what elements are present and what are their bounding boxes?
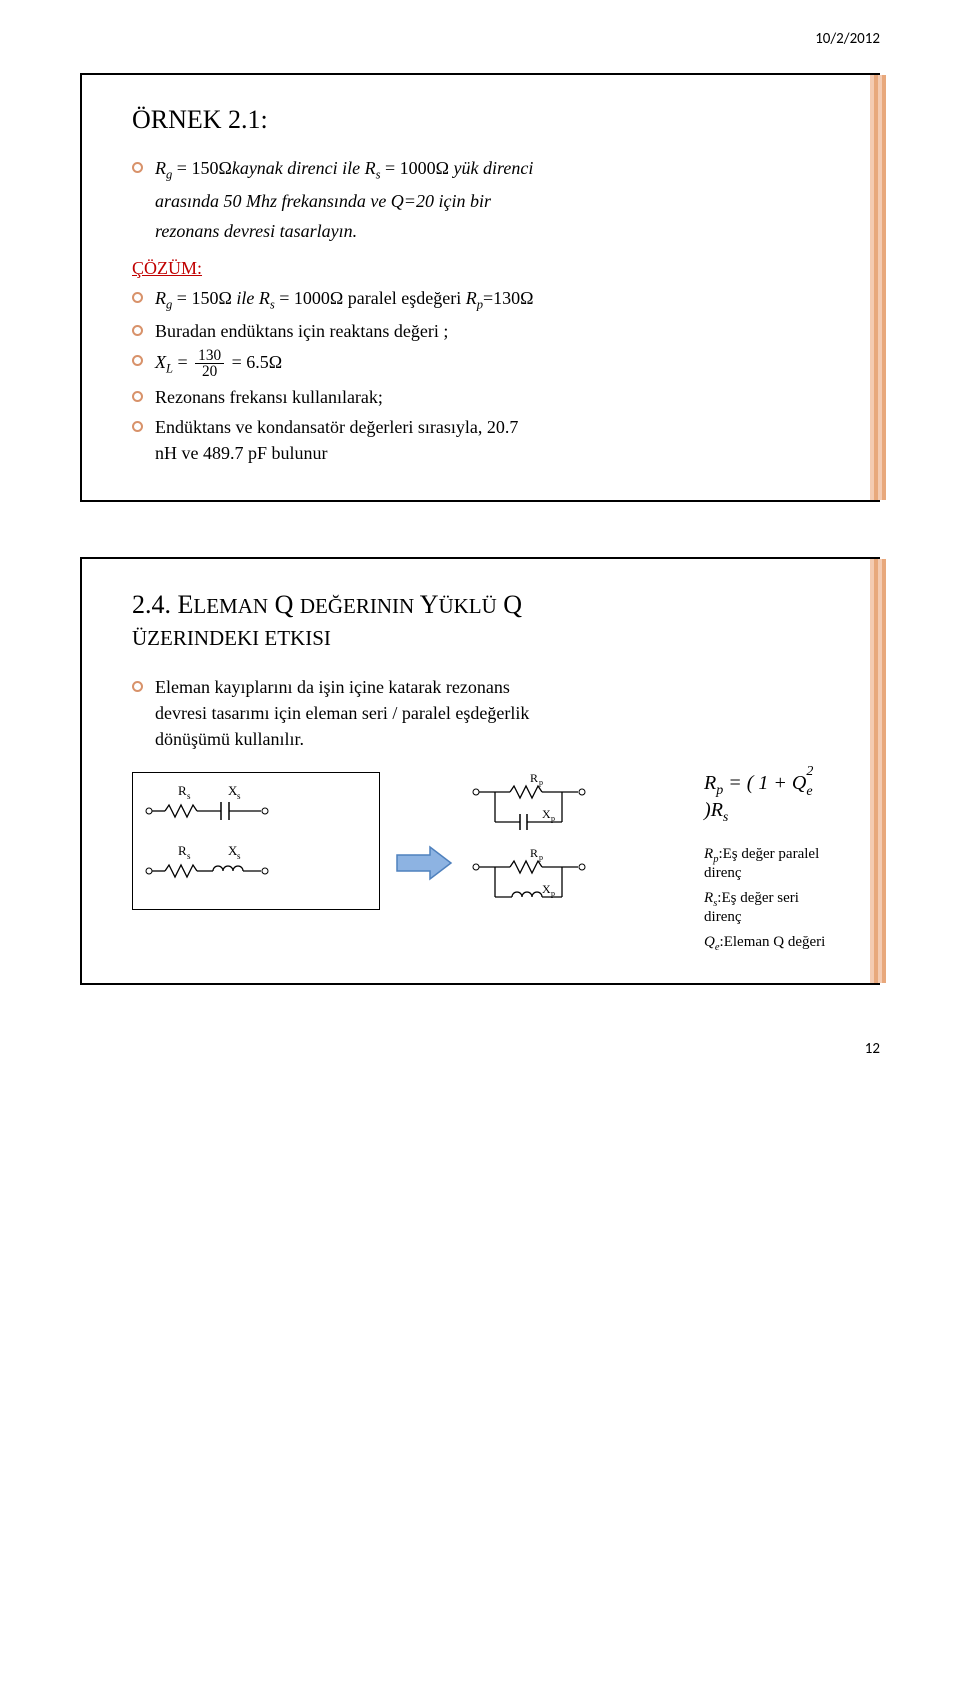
- svg-text:X: X: [542, 882, 551, 896]
- sym: X: [155, 352, 166, 372]
- slide1-line3: rezonans devresi tasarlayın.: [155, 218, 838, 244]
- slide1-title: ÖRNEK 2.1:: [132, 105, 838, 135]
- slide2-title: 2.4. ELEMAN Q DEĞERININ YÜKLÜ Q ÜZERINDE…: [132, 589, 838, 654]
- date-header: 10/2/2012: [80, 30, 880, 48]
- series-circuit-inductor-icon: Rs Xs: [143, 841, 273, 896]
- txt: = 150Ω: [172, 288, 236, 308]
- sym: Q: [704, 934, 715, 950]
- txt: Buradan endüktans için reaktans değeri ;: [155, 318, 838, 344]
- note-rs: Rs:Eş değer seri direnç: [704, 890, 838, 926]
- svg-text:s: s: [237, 791, 241, 801]
- txt: Eleman kayıplarını da işin içine katarak…: [155, 677, 510, 697]
- note-rp: Rp:Eş değer paralel direnç: [704, 846, 838, 882]
- series-circuit-capacitor-icon: Rs Xs: [143, 781, 273, 836]
- cozum-label: ÇÖZÜM:: [132, 258, 838, 279]
- note-qe: Qe:Eleman Q değeri: [704, 934, 838, 953]
- cozum-line5: Endüktans ve kondansatör değerleri sıras…: [132, 414, 838, 466]
- txt: eşdeğeri: [401, 288, 465, 308]
- sym: R: [155, 288, 166, 308]
- accent-bar: [870, 559, 890, 983]
- sym: R: [466, 288, 477, 308]
- txt: ile R: [236, 288, 270, 308]
- cozum-line2: Buradan endüktans için reaktans değeri ;: [132, 318, 838, 344]
- sub: L: [166, 361, 173, 375]
- svg-text:R: R: [178, 843, 187, 858]
- cozum-line1: Rg = 150Ω ile Rs = 1000Ω paralel eşdeğer…: [132, 285, 838, 314]
- t: ÜZERINDEKI ETKISI: [132, 626, 331, 650]
- page: 10/2/2012 ÖRNEK 2.1: Rg = 150Ωkaynak dir…: [0, 0, 960, 1098]
- page-number: 12: [80, 1040, 880, 1058]
- cozum-line3: XL = 13020 = 6.5Ω: [132, 348, 838, 380]
- fraction: 13020: [195, 348, 224, 380]
- line-content: Rg = 150Ω ile Rs = 1000Ω paralel eşdeğer…: [155, 285, 838, 314]
- slide-section-2-4: 2.4. ELEMAN Q DEĞERININ YÜKLÜ Q ÜZERINDE…: [80, 557, 880, 985]
- svg-text:s: s: [237, 851, 241, 861]
- svg-text:s: s: [187, 791, 191, 801]
- parallel-circuits: Rp Xp Rp: [470, 772, 679, 922]
- svg-text:p: p: [539, 778, 543, 787]
- diagram-and-formula-row: Rs Xs Rs Xs: [132, 772, 838, 953]
- t: ÜKLÜ: [438, 594, 496, 618]
- bullet-ring-icon: [132, 421, 143, 432]
- bullet-ring-icon: [132, 162, 143, 173]
- bullet-ring-icon: [132, 391, 143, 402]
- bullet-ring-icon: [132, 681, 143, 692]
- line-content: Eleman kayıplarını da işin içine katarak…: [155, 674, 838, 752]
- parallel-circuit-inductor-icon: Rp Xp: [470, 847, 590, 917]
- t: DEĞERININ: [300, 594, 414, 618]
- svg-text:s: s: [187, 851, 191, 861]
- arrow-right-icon: [395, 843, 455, 883]
- slide1-title-text: ÖRNEK 2.1:: [132, 105, 268, 134]
- txt: rezonans devresi tasarlayın.: [155, 218, 838, 244]
- sym: R: [704, 890, 713, 906]
- txt: = 150Ω: [172, 158, 232, 178]
- numerator: 130: [195, 348, 224, 364]
- txt: :Eş değer paralel direnç: [704, 846, 819, 881]
- txt: nH ve 489.7 pF bulunur: [155, 443, 328, 463]
- txt: yük direnci: [454, 158, 534, 178]
- txt: kaynak direnci ile R: [232, 158, 376, 178]
- circuit-box: Rs Xs Rs Xs: [132, 772, 380, 910]
- t: Q: [268, 590, 300, 619]
- sym: R: [155, 158, 166, 178]
- formula: Rp = ( 1 + Qe2 )Rs: [704, 772, 838, 826]
- bullet-ring-icon: [132, 292, 143, 303]
- txt: dönüşümü kullanılır.: [155, 729, 304, 749]
- txt: Rezonans frekansı kullanılarak;: [155, 384, 838, 410]
- line-content: XL = 13020 = 6.5Ω: [155, 348, 838, 380]
- txt: = 6.5Ω: [227, 352, 282, 372]
- txt: arasında 50 Mhz frekansında ve Q=20 için…: [155, 188, 838, 214]
- txt: devresi tasarımı için eleman seri / para…: [155, 703, 529, 723]
- slide2-bullet1: Eleman kayıplarını da işin içine katarak…: [132, 674, 838, 752]
- line-content: Endüktans ve kondansatör değerleri sıras…: [155, 414, 838, 466]
- cozum-line4: Rezonans frekansı kullanılarak;: [132, 384, 838, 410]
- formula-and-notes: Rp = ( 1 + Qe2 )Rs Rp:Eş değer paralel d…: [704, 772, 838, 953]
- bullet-ring-icon: [132, 325, 143, 336]
- txt: :Eleman Q değeri: [720, 934, 826, 950]
- txt: =: [173, 352, 192, 372]
- txt: Endüktans ve kondansatör değerleri sıras…: [155, 417, 518, 437]
- bullet-ring-icon: [132, 355, 143, 366]
- txt: :Eş değer seri direnç: [704, 890, 799, 925]
- parallel-circuit-capacitor-icon: Rp Xp: [470, 772, 590, 842]
- slide1-line2: arasında 50 Mhz frekansında ve Q=20 için…: [155, 188, 838, 214]
- svg-text:p: p: [539, 853, 543, 862]
- t: Y: [414, 590, 438, 619]
- txt: = 1000Ω paralel: [275, 288, 402, 308]
- denominator: 20: [199, 364, 220, 379]
- accent-bar: [870, 75, 890, 500]
- t: 2.4. E: [132, 590, 193, 619]
- sym: R: [704, 846, 713, 862]
- line-content: Rg = 150Ωkaynak direnci ile Rs = 1000Ω y…: [155, 155, 838, 184]
- svg-text:X: X: [542, 807, 551, 821]
- txt: =130Ω: [483, 288, 534, 308]
- svg-text:R: R: [530, 772, 538, 785]
- t: LEMAN: [193, 594, 268, 618]
- slide-example-2-1: ÖRNEK 2.1: Rg = 150Ωkaynak direnci ile R…: [80, 73, 880, 502]
- txt: = 1000Ω: [381, 158, 454, 178]
- slide1-line1: Rg = 150Ωkaynak direnci ile Rs = 1000Ω y…: [132, 155, 838, 184]
- t: Q: [497, 590, 522, 619]
- svg-text:R: R: [530, 847, 538, 860]
- svg-text:R: R: [178, 783, 187, 798]
